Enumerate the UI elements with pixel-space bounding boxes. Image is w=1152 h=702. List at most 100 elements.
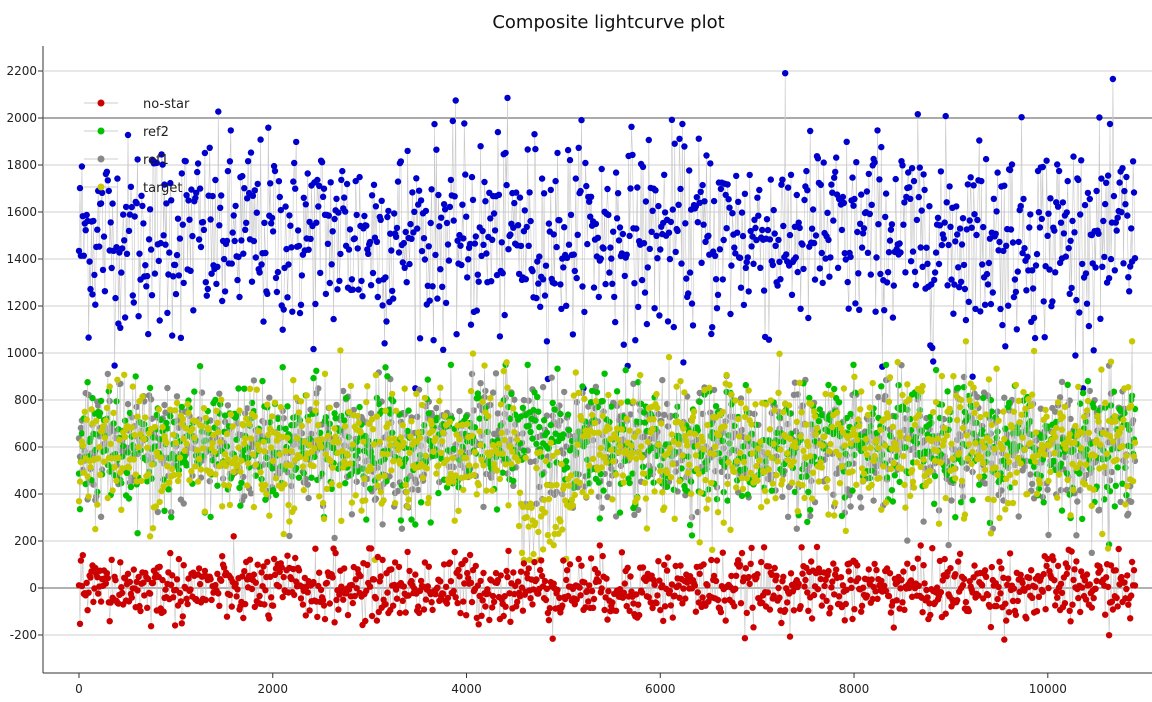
data-point — [708, 479, 715, 487]
data-point — [684, 442, 691, 449]
data-point — [405, 496, 412, 503]
data-point — [649, 425, 656, 433]
data-point — [877, 270, 884, 278]
data-point — [89, 291, 96, 298]
data-point — [959, 424, 967, 432]
data-point — [302, 201, 309, 208]
data-point — [238, 237, 245, 244]
data-point — [915, 411, 922, 418]
data-point — [202, 596, 209, 604]
data-point — [378, 197, 385, 204]
data-point — [1066, 430, 1073, 438]
data-point — [750, 260, 757, 267]
data-point — [737, 395, 745, 402]
data-point — [658, 420, 665, 427]
data-point — [1023, 287, 1030, 294]
data-point — [895, 382, 902, 389]
data-point — [266, 615, 273, 622]
data-point — [830, 217, 837, 224]
data-point — [315, 203, 322, 210]
data-point — [455, 566, 462, 573]
data-point — [655, 202, 662, 210]
data-point — [556, 217, 563, 224]
y-tick-label: 1400 — [6, 252, 37, 266]
data-point — [661, 209, 669, 216]
data-point — [1070, 153, 1077, 160]
data-point — [994, 428, 1001, 435]
data-point — [642, 495, 650, 502]
data-point — [920, 171, 927, 178]
data-point — [451, 193, 458, 200]
data-point — [892, 175, 899, 183]
data-point — [563, 254, 571, 261]
data-point — [805, 442, 812, 450]
data-point — [248, 585, 256, 593]
data-point — [482, 387, 489, 395]
data-point — [126, 578, 134, 586]
data-point — [919, 382, 926, 390]
data-point — [1094, 412, 1101, 420]
data-point — [854, 436, 861, 444]
data-point — [476, 428, 483, 435]
data-point — [223, 613, 231, 620]
data-point — [742, 264, 749, 272]
data-point — [308, 474, 315, 481]
data-point — [902, 504, 909, 511]
data-point — [208, 596, 215, 604]
data-point — [445, 257, 453, 264]
data-point — [905, 169, 912, 176]
data-point — [637, 371, 644, 379]
data-point — [262, 496, 269, 503]
data-point — [317, 586, 325, 593]
data-point — [220, 255, 228, 263]
data-point — [931, 500, 938, 507]
data-point — [421, 256, 429, 263]
data-point — [899, 162, 906, 169]
data-point — [308, 430, 315, 438]
data-point — [534, 258, 541, 265]
data-point — [831, 512, 838, 519]
data-point — [557, 410, 564, 418]
data-point — [500, 367, 507, 375]
data-point — [965, 441, 972, 448]
data-point — [980, 223, 987, 231]
data-point — [323, 485, 331, 493]
data-point — [923, 244, 930, 251]
data-point — [192, 463, 199, 470]
data-point — [563, 567, 571, 574]
data-point — [1130, 453, 1138, 460]
data-point — [394, 487, 402, 495]
data-point — [135, 444, 142, 451]
data-point — [850, 361, 857, 368]
data-point — [194, 447, 201, 454]
data-point — [462, 557, 469, 564]
data-point — [159, 424, 166, 431]
data-point — [1054, 494, 1061, 501]
data-point — [882, 190, 890, 197]
data-point — [628, 123, 635, 130]
data-point — [195, 455, 203, 462]
data-point — [1118, 424, 1125, 432]
data-point — [1111, 503, 1119, 510]
data-point — [1047, 195, 1054, 202]
data-point — [373, 413, 381, 420]
data-point — [130, 299, 137, 306]
data-point — [1040, 298, 1047, 305]
data-point — [645, 136, 652, 144]
data-point — [881, 307, 888, 314]
data-point — [358, 507, 365, 514]
data-point — [338, 176, 345, 184]
data-point — [131, 213, 138, 220]
data-point — [337, 347, 344, 354]
data-point — [179, 221, 186, 228]
data-point — [384, 373, 391, 380]
data-point — [1110, 192, 1118, 200]
data-point — [801, 196, 808, 204]
data-point — [887, 226, 895, 233]
data-point — [326, 600, 333, 607]
data-point — [122, 203, 130, 211]
data-point — [110, 409, 117, 416]
data-point — [548, 374, 555, 381]
data-point — [541, 577, 549, 585]
data-point — [280, 530, 287, 538]
